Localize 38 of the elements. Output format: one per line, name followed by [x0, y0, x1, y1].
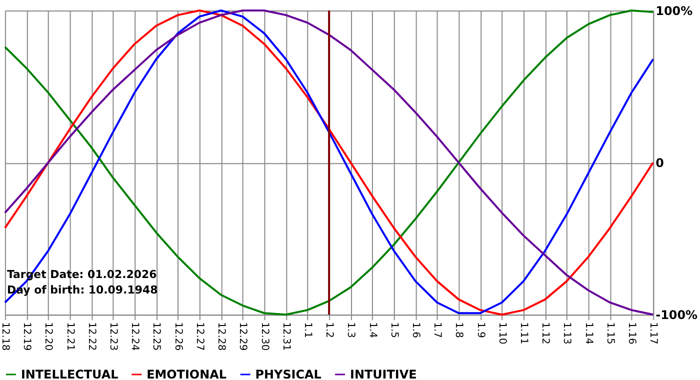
x-tick-label: 12.31 — [280, 322, 292, 351]
x-tick-label: 1.4 — [366, 322, 378, 338]
x-tick-label: 12.23 — [108, 322, 119, 351]
x-tick-label: 12.19 — [21, 322, 32, 351]
x-tick-label: 12.21 — [64, 322, 76, 351]
x-tick-label: 1.15 — [604, 322, 616, 344]
legend-label: INTELLECTUAL — [20, 367, 119, 380]
legend-label: INTUITIVE — [350, 367, 417, 380]
y-tick-label: 0 — [656, 156, 664, 170]
x-tick-label: 1.12 — [540, 322, 551, 344]
x-tick-label: 12.27 — [194, 322, 205, 351]
x-tick-label: 1.5 — [388, 322, 400, 338]
x-tick-label: 12.20 — [42, 322, 54, 351]
x-tick-label: 1.9 — [474, 322, 486, 338]
x-tick-label: 12.29 — [237, 322, 248, 351]
x-tick-label: 1.6 — [410, 322, 421, 338]
x-tick-label: 1.14 — [582, 322, 594, 344]
x-tick-label: 1.17 — [648, 322, 659, 344]
x-tick-label: 1.2 — [324, 322, 335, 338]
x-tick-label: 12.24 — [129, 322, 140, 351]
x-tick-label: 1.7 — [432, 322, 443, 338]
x-tick-label: 1.11 — [518, 322, 530, 344]
x-tick-label: 12.28 — [216, 322, 227, 351]
y-tick-label: -100% — [656, 308, 698, 322]
legend-label: EMOTIONAL — [146, 367, 227, 380]
x-tick-label: 12.25 — [150, 322, 162, 351]
x-tick-label: 1.3 — [345, 322, 356, 338]
legend-label: PHYSICAL — [255, 367, 322, 380]
x-tick-label: 1.8 — [453, 322, 464, 338]
x-tick-label: 1.16 — [626, 322, 638, 344]
x-tick-label: 12.18 — [0, 322, 10, 351]
x-tick-label: 12.22 — [86, 322, 97, 351]
x-tick-label: 1.1 — [302, 322, 313, 338]
x-tick-label: 12.30 — [258, 322, 270, 351]
x-tick-label: 1.10 — [496, 322, 508, 344]
y-tick-label: 100% — [656, 4, 693, 18]
x-tick-label: 1.13 — [561, 322, 572, 344]
x-tick-label: 12.26 — [172, 322, 184, 351]
